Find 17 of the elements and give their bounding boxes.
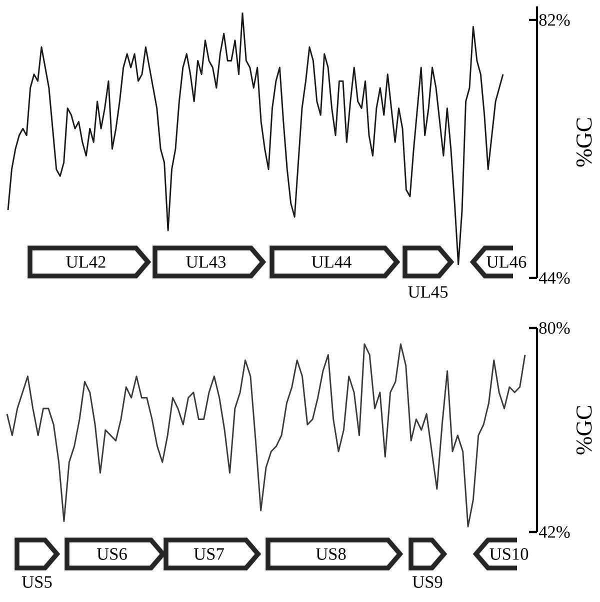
y-tick-label: 80% — [539, 322, 570, 334]
text: US6 — [96, 548, 127, 560]
annotation: UL46 — [486, 256, 526, 268]
text: US8 — [316, 548, 346, 560]
y-tick-label: 82% — [539, 14, 570, 26]
y-axis-title: %GC — [576, 406, 592, 454]
text: US9 — [412, 576, 442, 588]
y-tick-label: 42% — [538, 526, 570, 538]
text: US5 — [22, 576, 52, 588]
y-tick-label: 44% — [538, 272, 570, 284]
y-axis-title: %GC — [576, 118, 592, 167]
text: UL45 — [408, 286, 448, 298]
annotation: UL43 — [186, 256, 226, 268]
annotation: UL42 — [66, 256, 106, 268]
text: US7 — [194, 548, 224, 560]
text: US10 — [490, 548, 528, 560]
annotation: UL44 — [312, 256, 352, 268]
